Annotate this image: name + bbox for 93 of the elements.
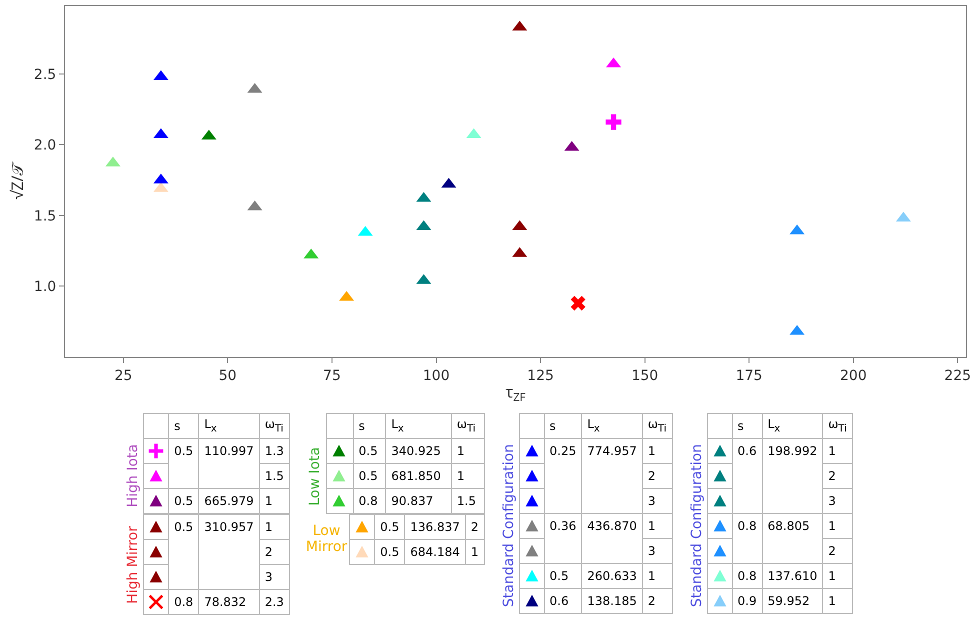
category-label: s <box>732 414 762 438</box>
text: 0.5 <box>380 545 400 559</box>
category-label: s <box>168 414 199 438</box>
text: 436.870 <box>587 519 637 534</box>
text: 1 <box>456 469 465 483</box>
text: 2 <box>828 544 836 558</box>
text: 68.805 <box>768 519 810 534</box>
category-label: L$_{x}$ <box>582 414 642 438</box>
category-label: ω$_{Ti}$ <box>642 414 672 438</box>
x-tick-label: 100 <box>422 368 450 384</box>
category-label: ω$_{Ti}$ <box>822 414 852 438</box>
text: 2 <box>828 469 836 483</box>
text: 1 <box>828 444 836 458</box>
text: 0.5 <box>358 444 378 458</box>
text: 110.997 <box>204 444 254 458</box>
text: Standard Configuration <box>688 444 705 608</box>
text: 137.610 <box>768 569 818 583</box>
text: 3 <box>828 494 836 508</box>
x-tick-label: 50 <box>218 368 237 384</box>
text: 0.8 <box>738 519 757 534</box>
text: 310.957 <box>204 520 254 534</box>
y-axis-title: √Z/𝒯 <box>6 160 28 200</box>
x-tick-label: 225 <box>944 368 972 384</box>
text: 1.5 <box>264 469 284 483</box>
text: 2.3 <box>264 595 284 609</box>
x-tick-label: 75 <box>323 368 341 384</box>
text: High Mirror <box>125 526 142 604</box>
x-tick-label: 200 <box>840 368 867 384</box>
text: Low Iota <box>306 446 323 506</box>
text: 0.8 <box>174 595 194 609</box>
text: 3 <box>648 494 656 508</box>
text: 0.6 <box>550 594 569 608</box>
x-tick-label: 25 <box>114 368 132 384</box>
text: 0.8 <box>738 569 757 583</box>
y-tick-label: 2.5 <box>34 66 56 83</box>
category-label: s <box>353 414 386 438</box>
text: 1 <box>648 444 656 458</box>
text: 3 <box>264 570 272 584</box>
x-tick-label: 150 <box>631 368 658 384</box>
x-tick-label: 125 <box>527 368 554 384</box>
text: 1.5 <box>456 494 476 508</box>
text: Low Mirror <box>306 523 348 555</box>
text: 0.36 <box>550 519 576 534</box>
category-label: ω$_{Ti}$ <box>259 414 290 438</box>
text: 0.5 <box>174 444 194 458</box>
text: 2 <box>648 594 656 608</box>
text: 774.957 <box>587 444 637 458</box>
text: 1 <box>456 444 465 458</box>
text: 1 <box>828 569 836 583</box>
text: 136.837 <box>410 520 460 534</box>
text: 1 <box>470 545 479 559</box>
text: 0.5 <box>174 520 194 534</box>
category-label: L$_{x}$ <box>762 414 823 438</box>
text: 681.850 <box>391 469 441 483</box>
text: 2 <box>470 520 479 534</box>
text: 1 <box>648 569 656 583</box>
text: 684.184 <box>410 545 460 559</box>
text: High Iota <box>125 444 142 508</box>
text: 340.925 <box>391 444 441 458</box>
text: 0.9 <box>738 594 757 608</box>
text: 1 <box>828 594 836 608</box>
category-label: ω$_{Ti}$ <box>451 414 484 438</box>
text: 0.5 <box>358 469 378 483</box>
text: 1.3 <box>264 444 284 458</box>
text: 90.837 <box>391 494 434 508</box>
text: 0.25 <box>550 444 576 458</box>
text: 2 <box>264 545 272 559</box>
text: 78.832 <box>204 595 246 609</box>
text: 0.5 <box>174 494 194 508</box>
text: 59.952 <box>768 594 810 608</box>
category-label: s <box>544 414 582 438</box>
text: 1 <box>828 519 836 533</box>
text: 0.5 <box>550 569 569 583</box>
category-label: L$_{x}$ <box>198 414 260 438</box>
text: 1 <box>264 494 272 508</box>
category-label: L$_{x}$ <box>386 414 452 438</box>
y-tick-label: 2.0 <box>34 138 56 154</box>
text: 1 <box>648 519 656 533</box>
text: 3 <box>648 544 656 558</box>
text: Standard Configuration <box>500 444 517 608</box>
x-axis-title: τ$_{ZF}$ <box>506 380 526 405</box>
y-tick-label: 1.5 <box>34 208 56 224</box>
y-tick-label: 1.0 <box>34 279 56 296</box>
text: 260.633 <box>587 569 637 583</box>
text: 0.8 <box>358 494 378 508</box>
text: 665.979 <box>204 494 254 508</box>
text: 0.5 <box>380 520 400 534</box>
text: 2 <box>648 469 656 483</box>
text: 1 <box>264 520 272 534</box>
text: 198.992 <box>768 444 818 458</box>
text: 138.185 <box>587 594 637 608</box>
x-tick-label: 175 <box>736 368 762 384</box>
text: 0.6 <box>738 444 757 458</box>
